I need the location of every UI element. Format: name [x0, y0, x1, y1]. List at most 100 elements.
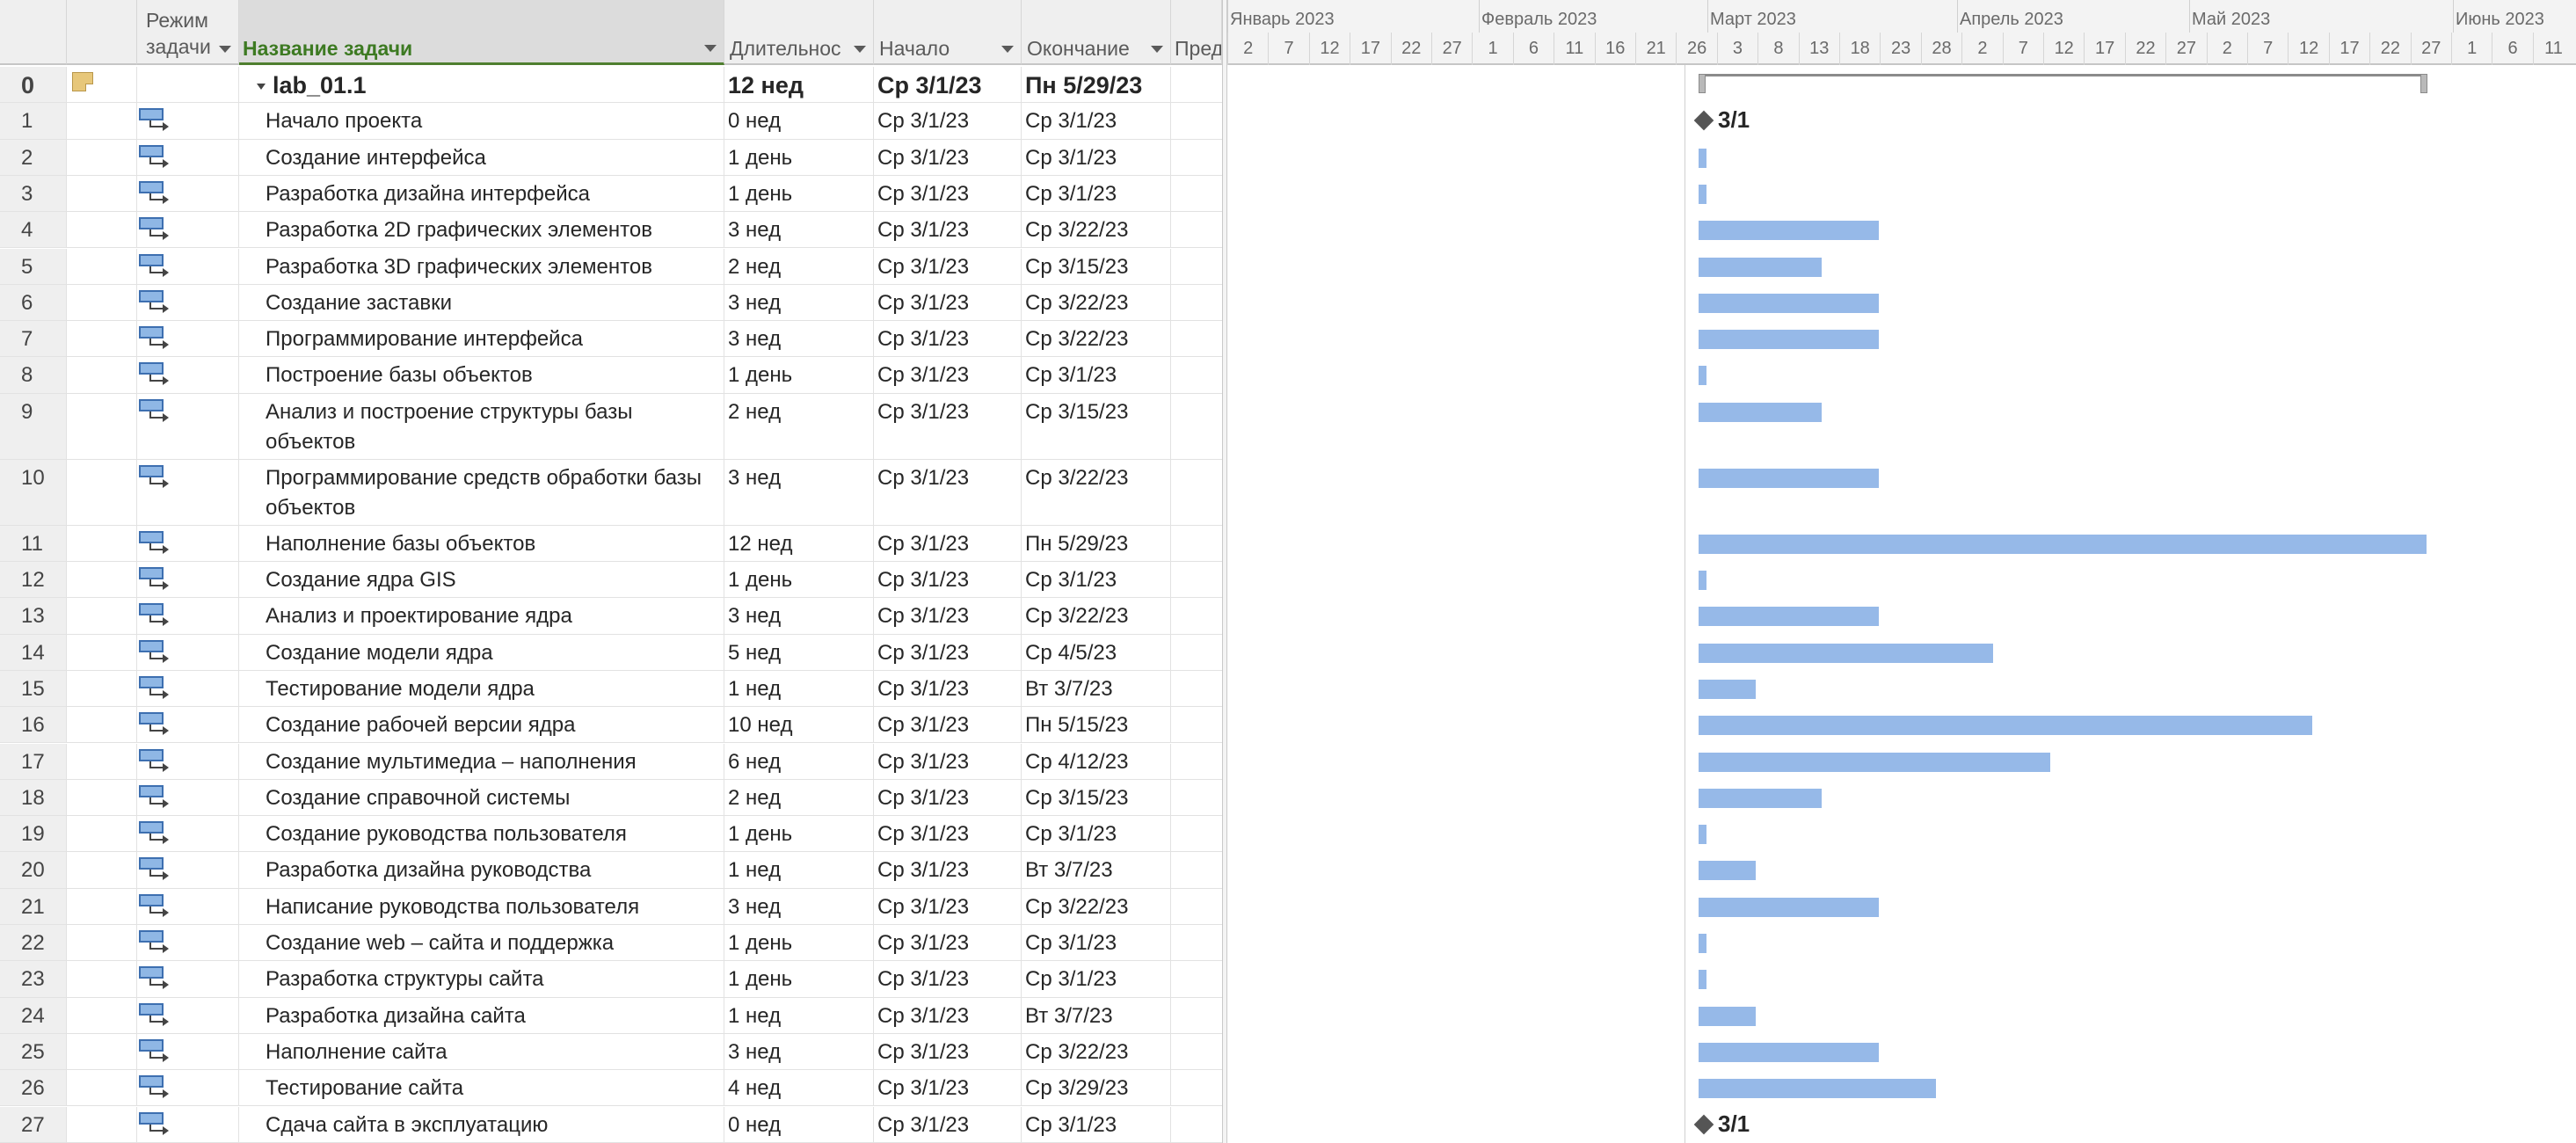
- table-row[interactable]: 1 Начало проекта 0 нед Ср 3/1/23 Ср 3/1/23: [0, 103, 1222, 140]
- task-duration-cell[interactable]: 12 нед: [724, 525, 874, 561]
- column-header-duration[interactable]: Длительнос: [724, 0, 874, 65]
- row-number[interactable]: 13: [0, 598, 67, 634]
- task-mode-cell[interactable]: [137, 284, 239, 321]
- task-mode-cell[interactable]: [137, 459, 239, 525]
- task-finish-cell[interactable]: Ср 3/1/23: [1022, 175, 1171, 212]
- indicator-cell[interactable]: [67, 175, 137, 212]
- row-number[interactable]: 10: [0, 459, 67, 525]
- task-start-cell[interactable]: Ср 3/1/23: [874, 103, 1022, 139]
- task-start-cell[interactable]: Ср 3/1/23: [874, 525, 1022, 561]
- task-name-cell[interactable]: Создание интерфейса: [239, 139, 724, 175]
- task-predecessors-cell[interactable]: [1171, 1070, 1222, 1105]
- task-bar[interactable]: [1699, 788, 1822, 808]
- task-duration-cell[interactable]: 12 нед: [724, 67, 874, 103]
- task-finish-cell[interactable]: Ср 3/1/23: [1022, 103, 1171, 139]
- task-bar[interactable]: [1699, 825, 1706, 845]
- task-duration-cell[interactable]: 0 нед: [724, 103, 874, 139]
- task-bar[interactable]: [1699, 716, 2312, 736]
- task-mode-cell[interactable]: [137, 67, 239, 103]
- table-row[interactable]: 16 Создание рабочей версии ядра 10 нед Ср 3…: [0, 707, 1222, 744]
- task-finish-cell[interactable]: Пн 5/29/23: [1022, 67, 1171, 103]
- task-start-cell[interactable]: Ср 3/1/23: [874, 321, 1022, 357]
- task-name-cell[interactable]: Анализ и построение структуры базы объек…: [239, 393, 724, 459]
- task-mode-cell[interactable]: [137, 670, 239, 707]
- task-name-cell[interactable]: Разработка 3D графических элементов: [239, 248, 724, 284]
- column-header-name[interactable]: Название задачи: [239, 0, 724, 65]
- indicator-cell[interactable]: [67, 562, 137, 598]
- task-predecessors-cell[interactable]: [1171, 460, 1222, 525]
- splitter[interactable]: [1222, 0, 1227, 1143]
- row-number[interactable]: 26: [0, 1070, 67, 1106]
- task-name-cell[interactable]: Создание рабочей версии ядра: [239, 707, 724, 743]
- table-row[interactable]: 11 Наполнение базы объектов 12 нед Ср 3/1/2…: [0, 525, 1222, 562]
- indicator-cell[interactable]: [67, 634, 137, 670]
- task-predecessors-cell[interactable]: [1171, 176, 1222, 211]
- task-start-cell[interactable]: Ср 3/1/23: [874, 562, 1022, 598]
- indicator-cell[interactable]: [67, 459, 137, 525]
- task-bar[interactable]: [1699, 607, 1879, 627]
- task-duration-cell[interactable]: 3 нед: [724, 1033, 874, 1070]
- task-finish-cell[interactable]: Ср 3/22/23: [1022, 459, 1171, 525]
- indicator-cell[interactable]: [67, 1070, 137, 1106]
- task-duration-cell[interactable]: 1 день: [724, 357, 874, 393]
- task-name-cell[interactable]: Создание мультимедиа – наполнения: [239, 743, 724, 779]
- table-row[interactable]: 23 Разработка структуры сайта 1 день Ср 3/1…: [0, 961, 1222, 998]
- task-mode-cell[interactable]: [137, 852, 239, 888]
- indicator-cell[interactable]: [67, 707, 137, 743]
- task-duration-cell[interactable]: 3 нед: [724, 888, 874, 924]
- task-mode-cell[interactable]: [137, 175, 239, 212]
- task-predecessors-cell[interactable]: [1171, 961, 1222, 996]
- task-predecessors-cell[interactable]: [1171, 394, 1222, 459]
- table-row[interactable]: 12 Создание ядра GIS 1 день Ср 3/1/23 Ср 3/1…: [0, 562, 1222, 599]
- task-predecessors-cell[interactable]: [1171, 103, 1222, 138]
- task-name-cell[interactable]: lab_01.1: [239, 67, 724, 103]
- task-mode-cell[interactable]: [137, 562, 239, 598]
- task-mode-cell[interactable]: [137, 961, 239, 997]
- table-row[interactable]: 21 Написание руководства пользователя 3 не…: [0, 888, 1222, 925]
- task-finish-cell[interactable]: Ср 3/22/23: [1022, 598, 1171, 634]
- task-name-cell[interactable]: Разработка дизайна сайта: [239, 997, 724, 1033]
- row-number[interactable]: 0: [0, 67, 67, 103]
- task-name-cell[interactable]: Программирование средств обработки базы …: [239, 459, 724, 525]
- indicator-cell[interactable]: [67, 393, 137, 459]
- task-mode-cell[interactable]: [137, 997, 239, 1033]
- task-start-cell[interactable]: Ср 3/1/23: [874, 997, 1022, 1033]
- task-finish-cell[interactable]: Вт 3/7/23: [1022, 670, 1171, 707]
- task-name-cell[interactable]: Создание ядра GIS: [239, 562, 724, 598]
- task-predecessors-cell[interactable]: [1171, 1107, 1222, 1142]
- row-number[interactable]: 12: [0, 562, 67, 598]
- task-duration-cell[interactable]: 1 день: [724, 562, 874, 598]
- column-header-start[interactable]: Начало: [874, 0, 1022, 65]
- task-predecessors-cell[interactable]: [1171, 212, 1222, 247]
- task-start-cell[interactable]: Ср 3/1/23: [874, 816, 1022, 852]
- task-duration-cell[interactable]: 0 нед: [724, 1106, 874, 1142]
- task-name-cell[interactable]: Наполнение сайта: [239, 1033, 724, 1070]
- milestone-diamond[interactable]: [1693, 1114, 1714, 1134]
- task-start-cell[interactable]: Ср 3/1/23: [874, 779, 1022, 816]
- task-name-cell[interactable]: Разработка дизайна интерфейса: [239, 175, 724, 212]
- task-finish-cell[interactable]: Ср 3/15/23: [1022, 779, 1171, 816]
- column-header-pred[interactable]: Пред: [1171, 0, 1222, 65]
- task-finish-cell[interactable]: Ср 3/1/23: [1022, 562, 1171, 598]
- task-duration-cell[interactable]: 1 день: [724, 175, 874, 212]
- table-row[interactable]: 15 Тестирование модели ядра 1 нед Ср 3/1/23…: [0, 670, 1222, 708]
- table-row[interactable]: 25 Наполнение сайта 3 нед Ср 3/1/23 Ср 3/22/…: [0, 1033, 1222, 1071]
- table-row[interactable]: 4 Разработка 2D графических элементов 3 не…: [0, 212, 1222, 249]
- task-predecessors-cell[interactable]: [1171, 67, 1222, 102]
- task-bar[interactable]: [1699, 861, 1757, 881]
- task-predecessors-cell[interactable]: [1171, 707, 1222, 742]
- row-number[interactable]: 8: [0, 357, 67, 393]
- task-finish-cell[interactable]: Вт 3/7/23: [1022, 852, 1171, 888]
- task-mode-cell[interactable]: [137, 393, 239, 459]
- task-name-cell[interactable]: Наполнение базы объектов: [239, 525, 724, 561]
- table-row[interactable]: 2 Создание интерфейса 1 день Ср 3/1/23 Ср 3/…: [0, 139, 1222, 176]
- task-finish-cell[interactable]: Пн 5/15/23: [1022, 707, 1171, 743]
- task-predecessors-cell[interactable]: [1171, 285, 1222, 320]
- task-mode-cell[interactable]: [137, 321, 239, 357]
- task-start-cell[interactable]: Ср 3/1/23: [874, 67, 1022, 103]
- task-name-cell[interactable]: Программирование интерфейса: [239, 321, 724, 357]
- task-start-cell[interactable]: Ср 3/1/23: [874, 670, 1022, 707]
- task-start-cell[interactable]: Ср 3/1/23: [874, 459, 1022, 525]
- task-name-cell[interactable]: Создание руководства пользователя: [239, 816, 724, 852]
- task-predecessors-cell[interactable]: [1171, 140, 1222, 175]
